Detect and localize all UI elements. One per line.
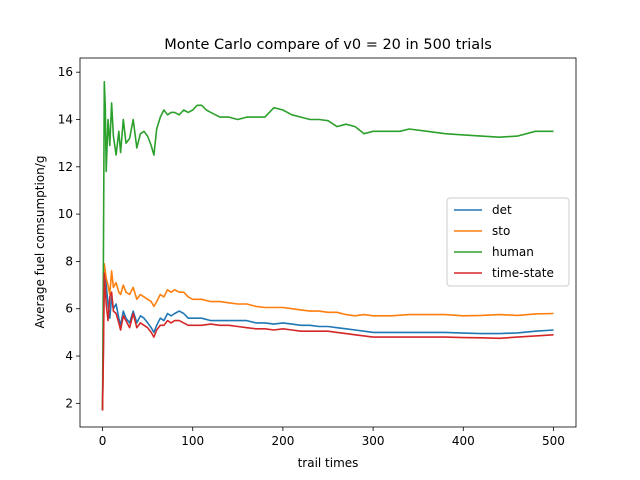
legend-entry-time-state: time-state xyxy=(454,266,554,280)
y-tick-label: 8 xyxy=(65,254,73,268)
y-tick-label: 12 xyxy=(58,160,73,174)
legend-label: det xyxy=(492,203,512,217)
y-tick-label: 4 xyxy=(65,349,73,363)
x-tick-label: 300 xyxy=(362,434,385,448)
x-tick-label: 100 xyxy=(181,434,204,448)
x-tick-label: 0 xyxy=(99,434,107,448)
series-layer xyxy=(101,80,554,411)
legend-entry-det: det xyxy=(454,203,512,217)
y-tick-label: 10 xyxy=(58,207,73,221)
x-tick-label: 400 xyxy=(452,434,475,448)
y-tick-label: 2 xyxy=(65,396,73,410)
x-axis: 0 100 200 300 400 500 xyxy=(99,427,565,448)
series-line-det xyxy=(101,270,554,411)
plot-area-frame xyxy=(79,57,577,428)
y-tick-label: 14 xyxy=(58,113,73,127)
x-tick-label: 200 xyxy=(271,434,294,448)
series-line-sto xyxy=(101,263,554,411)
y-tick-label: 16 xyxy=(58,65,73,79)
x-axis-label: trail times xyxy=(298,456,359,470)
legend-label: time-state xyxy=(492,266,554,280)
legend-entry-human: human xyxy=(454,245,534,259)
series-line-human xyxy=(101,80,554,411)
legend-label: human xyxy=(492,245,534,259)
legend-box xyxy=(446,197,570,287)
legend-entry-sto: sto xyxy=(454,224,510,238)
x-tick-label: 500 xyxy=(542,434,565,448)
legend-label: sto xyxy=(492,224,510,238)
y-axis-label: Average fuel comsumption/g xyxy=(33,156,47,329)
y-axis: 2 4 6 8 10 12 14 16 xyxy=(58,65,80,410)
chart-title: Monte Carlo compare of v0 = 20 in 500 tr… xyxy=(164,37,492,53)
y-tick-label: 6 xyxy=(65,302,73,316)
series-line-time-state xyxy=(101,272,554,411)
legend: det sto human time-state xyxy=(446,197,570,287)
